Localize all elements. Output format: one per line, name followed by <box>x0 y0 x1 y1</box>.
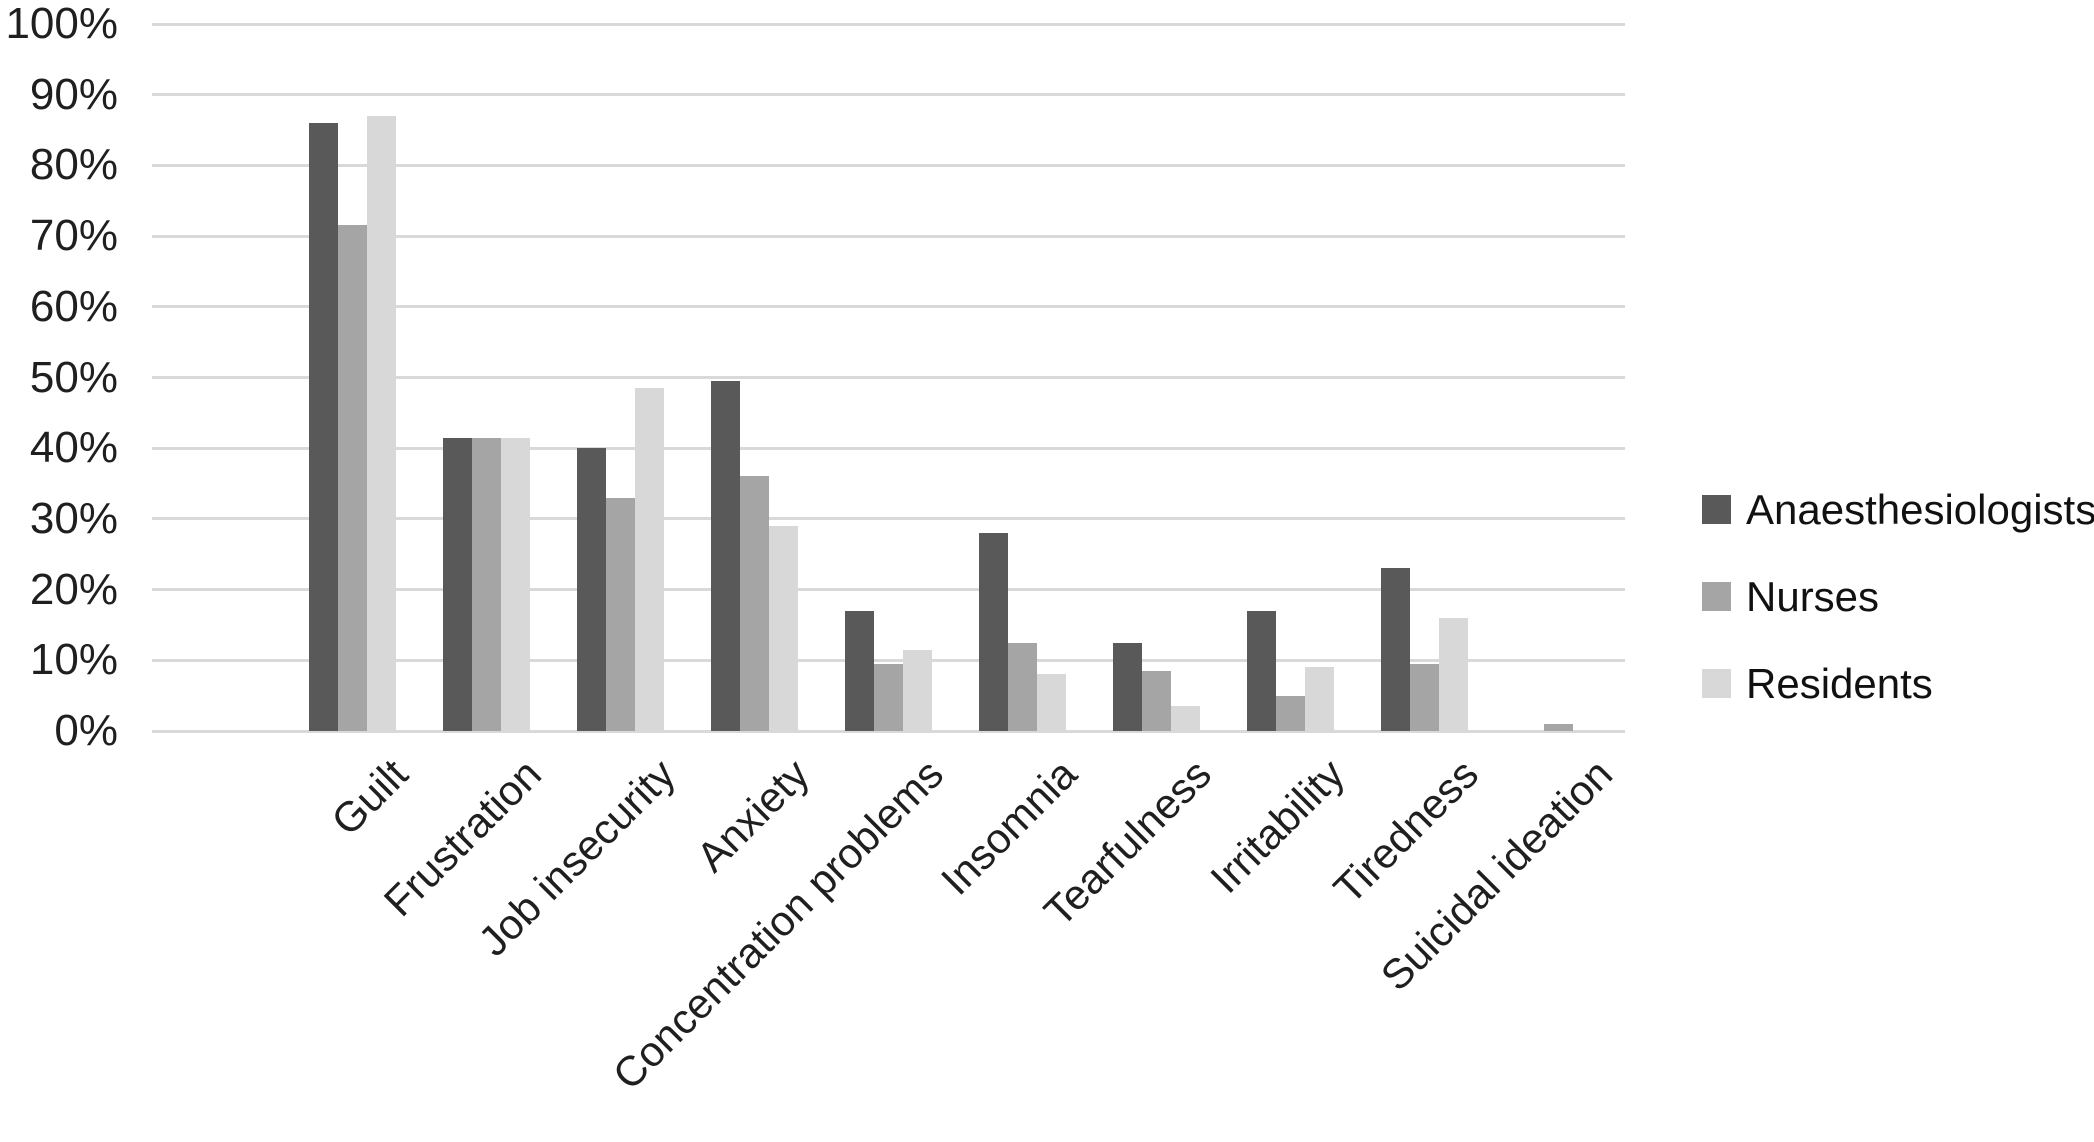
bar <box>769 526 799 731</box>
y-tick-label: 100% <box>5 0 118 48</box>
bar <box>1438 618 1468 731</box>
gridline <box>152 305 1625 309</box>
bar <box>902 650 932 731</box>
plot-area <box>152 22 1625 733</box>
bar <box>1304 667 1334 731</box>
bar <box>873 664 903 731</box>
gridline <box>152 234 1625 238</box>
bar-group <box>286 24 420 731</box>
bar-group <box>822 24 956 731</box>
y-tick-label: 90% <box>29 69 118 119</box>
category-label: Suicidal ideation <box>1371 750 1622 1000</box>
legend-item: Anaesthesiologists <box>1702 466 2094 553</box>
y-tick-label: 80% <box>29 140 118 190</box>
bar-group <box>688 24 822 731</box>
gridline <box>152 588 1625 592</box>
category-label: Guilt <box>321 750 417 845</box>
bar <box>844 611 874 731</box>
bar <box>1543 724 1573 731</box>
bar <box>1170 706 1200 731</box>
gridline <box>152 517 1625 521</box>
bar-group <box>420 24 554 731</box>
bar-group <box>1089 24 1223 731</box>
bar-group <box>1223 24 1357 731</box>
bar <box>367 116 397 731</box>
legend-item: Residents <box>1702 640 2094 727</box>
gridline <box>152 93 1625 97</box>
category-label: Anxiety <box>687 750 818 881</box>
bar-group <box>1491 24 1625 731</box>
y-tick-label: 40% <box>29 423 118 473</box>
y-tick-label: 30% <box>29 493 118 543</box>
bar <box>1141 671 1171 731</box>
bar <box>338 225 368 731</box>
gridline <box>152 22 1625 26</box>
bar <box>606 498 636 731</box>
legend: Anaesthesiologists Nurses Residents <box>1702 466 2094 727</box>
y-tick-label: 10% <box>29 635 118 685</box>
bar <box>501 438 531 731</box>
bar <box>1246 611 1276 731</box>
y-tick-label: 0% <box>54 706 118 755</box>
bar <box>1007 643 1037 731</box>
bar <box>978 533 1008 731</box>
bar <box>309 123 339 731</box>
bar <box>443 438 473 731</box>
gridline <box>152 376 1625 379</box>
bar-group <box>554 24 688 731</box>
y-tick-label: 50% <box>29 352 118 402</box>
bar <box>1112 643 1142 731</box>
gridline <box>152 446 1625 450</box>
bar <box>711 381 741 731</box>
gridline <box>152 658 1625 662</box>
legend-label: Anaesthesiologists <box>1746 485 2094 533</box>
legend-label: Residents <box>1746 659 1933 707</box>
bar <box>472 438 502 731</box>
bar <box>577 448 607 731</box>
bar <box>1036 674 1066 731</box>
gridline <box>152 163 1625 167</box>
bar <box>635 388 665 731</box>
bar <box>1380 568 1410 731</box>
legend-label: Nurses <box>1746 572 1880 620</box>
y-tick-label: 60% <box>29 281 118 331</box>
bar <box>1275 696 1305 731</box>
legend-swatch <box>1702 582 1731 611</box>
legend-swatch <box>1702 495 1731 524</box>
y-tick-label: 70% <box>29 211 118 261</box>
legend-swatch <box>1702 669 1731 698</box>
bar-group <box>1357 24 1491 731</box>
bar <box>740 476 770 731</box>
legend-item: Nurses <box>1702 553 2094 640</box>
bar <box>1409 664 1439 731</box>
y-tick-label: 20% <box>29 564 118 614</box>
bar-group <box>955 24 1089 731</box>
gridline <box>152 729 1625 733</box>
